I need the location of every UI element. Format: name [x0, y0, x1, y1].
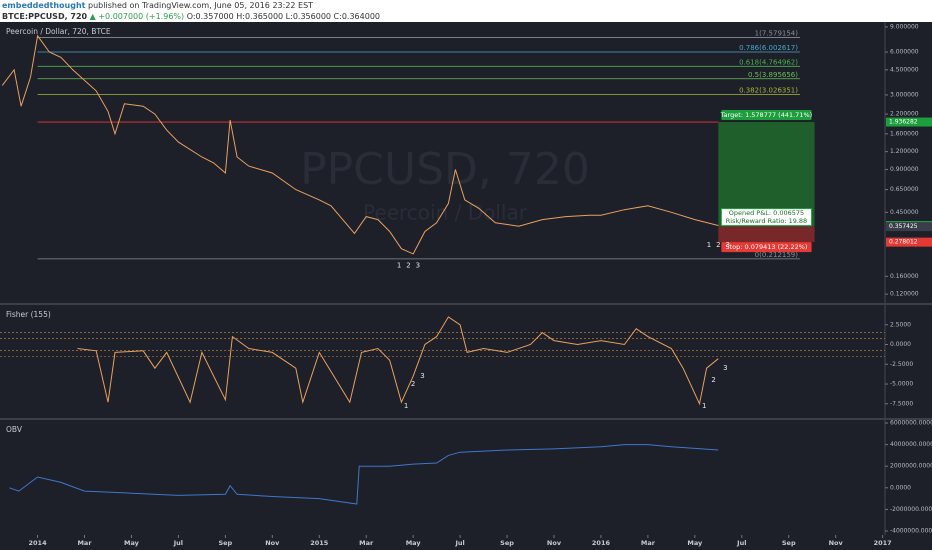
symbol: BTCE:PPCUSD, 720 [2, 12, 88, 21]
header-line: BTCE:PPCUSD, 720 ▲ +0.007000 (+1.96%) O:… [2, 11, 932, 22]
y-tick-label: 2000000.0000 [890, 463, 932, 470]
y-tick-label: 0.450000 [890, 209, 919, 216]
target-label-bg [721, 110, 812, 121]
annotation: 3 [420, 372, 424, 380]
change: ▲ +0.007000 (+1.96%) [89, 12, 185, 21]
background [0, 22, 932, 550]
y-tick-label: 4.500000 [890, 66, 919, 73]
x-tick-label: Jul [736, 539, 746, 547]
x-tick-label: Mar [77, 539, 92, 547]
y-tick-label: -2.5000 [890, 361, 913, 368]
pane-title: Fisher (155) [6, 310, 51, 319]
x-tick-label: Nov [547, 539, 562, 547]
annotation: 2 [711, 376, 715, 384]
y-tick-label: 0.0000 [890, 341, 911, 348]
x-tick-label: 2016 [592, 539, 611, 547]
annotation: 2 [406, 262, 410, 270]
y-tick-label: 0.0000 [890, 484, 911, 491]
published: published on TradingView.com, June 05, 2… [88, 1, 314, 10]
annotation: 3 [725, 241, 729, 249]
x-tick-label: Jul [173, 539, 183, 547]
price-tag [886, 237, 932, 247]
y-tick-label: 0.160000 [890, 273, 919, 280]
stop-label-bg [721, 242, 812, 253]
price-line [77, 316, 719, 406]
header: embeddedthought published on TradingView… [0, 0, 932, 22]
ratio-label: Risk/Reward Ratio: 19.88 [726, 217, 808, 225]
watermark-sub: Peercoin / Dollar [363, 201, 528, 225]
y-tick-label: -7.5000 [890, 400, 913, 407]
x-tick-label: Sep [218, 539, 232, 547]
stop-label: Stop: 0.079413 (22.22%) [725, 243, 807, 251]
y-tick-label: 6.000000 [890, 49, 919, 56]
price-tag [886, 117, 932, 127]
annotation: 1 [397, 262, 401, 270]
y-tick-label: 1.200000 [890, 148, 919, 155]
y-tick-label: -2000000.0000 [890, 506, 932, 513]
price-tag-label: 0.278012 [889, 239, 918, 246]
x-tick-label: Jul [454, 539, 464, 547]
target-label: Target: 1.578777 (441.71%) [720, 111, 812, 119]
x-tick-label: Nov [829, 539, 844, 547]
pane-title: Peercoin / Dollar, 720, BTCE [6, 27, 111, 36]
y-tick-label: 0.650000 [890, 186, 919, 193]
annotation: 2 [716, 241, 720, 249]
x-tick-label: Mar [641, 539, 656, 547]
pnl-bg [720, 208, 813, 227]
price-tag [886, 222, 932, 232]
fib-label: 0.618(4.764962) [739, 58, 798, 66]
y-tick-label: 6000000.0000 [890, 420, 932, 427]
fib-label: 1(7.579154) [755, 30, 799, 38]
fib-label: 0.786(6.002617) [739, 44, 798, 52]
annotation: 3 [416, 262, 420, 270]
annotation: 2 [411, 380, 415, 388]
x-tick-label: Mar [359, 539, 374, 547]
annotation: 1 [707, 241, 711, 249]
price-line [1, 34, 719, 255]
x-tick-label: Nov [265, 539, 280, 547]
y-tick-label: 2.5000 [890, 321, 911, 328]
y-tick-label: -5.0000 [890, 381, 913, 388]
y-tick-label: 0.900000 [890, 166, 919, 173]
annotation: 1 [702, 402, 706, 410]
x-tick-label: Sep [782, 539, 796, 547]
fib-label: 0.382(3.026351) [739, 86, 798, 94]
price-tag-label: 0.357425 [889, 223, 918, 230]
price-tag-label: 1.936282 [889, 119, 918, 126]
y-tick-label: 3.000000 [890, 91, 919, 98]
fib-label: 0(0.212159) [755, 251, 799, 259]
annotation: 1 [404, 402, 408, 410]
y-tick-label: 1.600000 [890, 130, 919, 137]
x-tick-label: Sep [500, 539, 514, 547]
watermark: PPCUSD, 720 [300, 144, 590, 195]
y-tick-label: -4000000.0000 [890, 528, 932, 535]
x-tick-label: May [124, 539, 140, 547]
y-tick-label: 0.120000 [890, 291, 919, 298]
fib-label: 0.5(3.895656) [748, 71, 798, 79]
x-tick-label: May [687, 539, 703, 547]
author[interactable]: embeddedthought [2, 1, 86, 10]
y-tick-label: 9.000000 [890, 23, 919, 30]
x-tick-label: 2017 [874, 539, 892, 547]
ohlc: O:0.357000 H:0.365000 L:0.356000 C:0.364… [186, 12, 380, 21]
chart: PPCUSD, 720 Peercoin / Dollar Peercoin / D… [0, 22, 932, 550]
pnl-label: Opened P&L: 0.006575 [729, 209, 804, 217]
price-line [9, 444, 719, 505]
y-tick-label: 2.200000 [890, 111, 919, 118]
y-tick-label: 4000000.0000 [890, 441, 932, 448]
stop-zone [718, 226, 815, 243]
annotation: 3 [723, 364, 727, 372]
x-tick-label: May [406, 539, 422, 547]
x-tick-label: 2014 [29, 539, 48, 547]
pane-title: OBV [6, 425, 23, 434]
header-line: embeddedthought published on TradingView… [2, 0, 932, 11]
x-tick-label: 2015 [310, 539, 329, 547]
